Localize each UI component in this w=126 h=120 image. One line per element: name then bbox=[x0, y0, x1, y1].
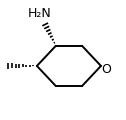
Text: H₂N: H₂N bbox=[27, 7, 51, 20]
Text: O: O bbox=[101, 63, 111, 76]
